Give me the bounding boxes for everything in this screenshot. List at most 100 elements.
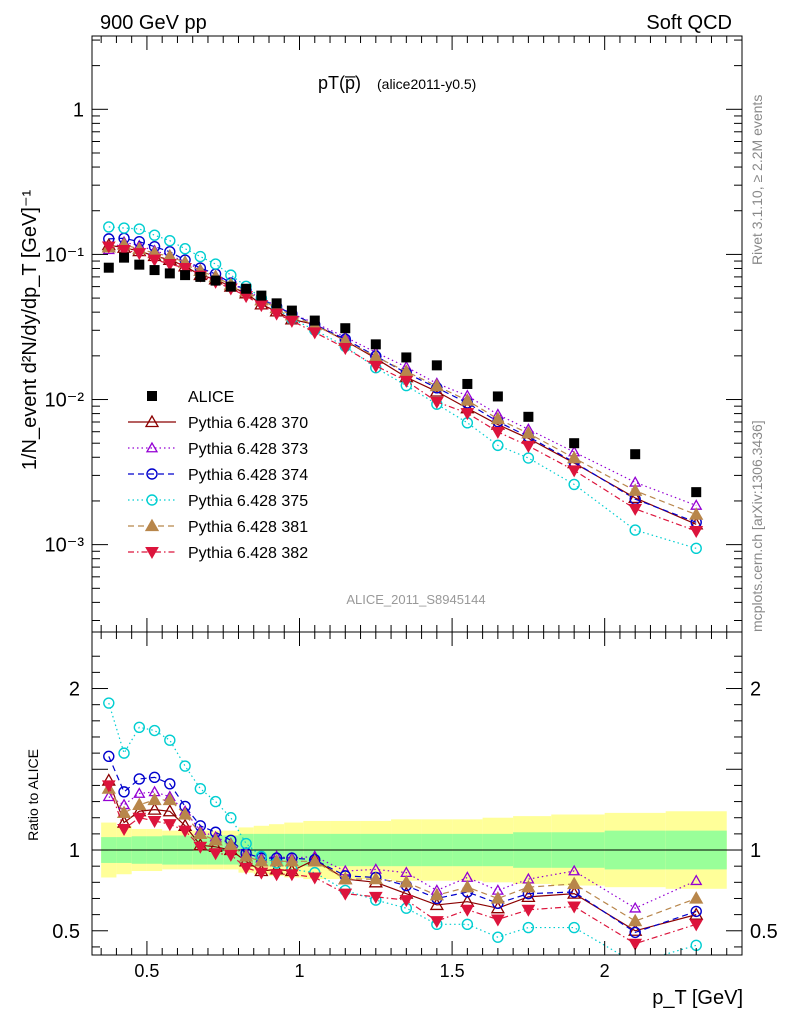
- ratio-point-0-23: [689, 907, 704, 920]
- data-point-13: [309, 315, 320, 326]
- main-y-tick-label-0: 1: [73, 99, 84, 121]
- ratio-point-3-8: [225, 812, 237, 824]
- data-point-5: [180, 270, 191, 281]
- ratio-point-2-0: [103, 750, 115, 763]
- main-point-5-2: [132, 248, 147, 261]
- ratio-y-tick-label-right-1: 1: [750, 840, 761, 862]
- data-point-19: [492, 391, 503, 402]
- ratio-point-5-21: [567, 901, 582, 914]
- main-y-axis-label: 1/N_event d²N/dy/dp_T [GeV]⁻¹: [19, 190, 41, 471]
- main-point-4-20: [521, 425, 536, 439]
- ratio-point-3-6: [194, 782, 207, 795]
- ratio-point-5-6: [193, 841, 208, 854]
- ratio-point-5-19: [491, 914, 505, 927]
- main-point-5-1: [117, 244, 131, 257]
- ratio-point-2-1: [118, 786, 130, 798]
- ratio-point-4-8: [223, 837, 238, 851]
- data-point-9: [241, 283, 252, 294]
- data-point-3: [149, 265, 160, 276]
- ratio-point-5-15: [368, 891, 383, 904]
- rivet-label: Rivet 3.1.10, ≥ 2.2M events: [749, 95, 765, 265]
- ratio-point-3-22: [630, 958, 640, 968]
- ratio-point-1-21: [568, 864, 581, 876]
- legend-label-0: Pythia 6.428 370: [188, 415, 308, 432]
- ratio-point-4-17: [429, 887, 444, 901]
- ratio-point-5-13: [307, 872, 322, 885]
- main-line-2: [108, 237, 697, 523]
- ratio-point-3-2: [133, 721, 146, 733]
- main-point-5-4: [162, 259, 177, 272]
- main-point-4-18: [460, 393, 475, 406]
- ratio-point-4-14: [338, 871, 353, 885]
- main-point-3-1: [118, 222, 130, 234]
- legend-marker-4: [144, 518, 160, 532]
- ratio-point-5-5: [178, 825, 192, 838]
- ratio-point-4-13: [307, 854, 322, 867]
- main-point-3-21: [568, 478, 580, 491]
- ratio-point-1-23: [690, 874, 703, 886]
- data-point-1: [119, 252, 130, 263]
- data-point-18: [462, 378, 473, 389]
- ratio-point-4-3: [147, 792, 162, 806]
- legend-marker-3: [146, 494, 158, 506]
- main-panel: [101, 221, 704, 555]
- data-point-22: [630, 449, 641, 460]
- ratio-point-0-20: [521, 889, 536, 903]
- ratio-point-3-9: [240, 837, 252, 850]
- ratio-point-4-9: [238, 849, 254, 862]
- main-point-3-2: [133, 223, 146, 235]
- header-energy: 900 GeV pp: [100, 12, 207, 34]
- data-point-8: [225, 281, 236, 292]
- main-point-4-23: [689, 507, 704, 520]
- ratio-point-5-4: [162, 819, 177, 832]
- ratio-point-2-3: [148, 771, 161, 784]
- ratio-point-4-18: [460, 879, 475, 893]
- main-point-3-20: [522, 452, 535, 464]
- ratio-point-1-2: [133, 787, 146, 798]
- ratio-y-axis-label: Ratio to ALICE: [25, 749, 41, 841]
- ratio-point-5-7: [208, 848, 223, 861]
- main-point-5-3: [147, 254, 162, 267]
- ratio-point-5-18: [460, 904, 475, 917]
- ratio-point-2-23: [690, 905, 702, 918]
- main-point-3-7: [209, 258, 222, 270]
- main-point-5-20: [521, 440, 536, 453]
- ratio-point-3-21: [568, 921, 580, 934]
- ratio-point-0-22: [628, 923, 643, 936]
- legend-marker-0: [144, 414, 160, 428]
- legend-label-1: Pythia 6.428 373: [188, 441, 308, 458]
- ratio-point-4-21: [567, 876, 582, 890]
- main-frame: [91, 35, 743, 633]
- ratio-point-5-12: [285, 869, 299, 882]
- analysis-id: ALICE_2011_S8945144: [346, 592, 485, 607]
- main-point-3-22: [629, 524, 641, 536]
- data-point-20: [523, 411, 534, 422]
- ratio-point-5-1: [117, 824, 131, 837]
- ratio-y-tick-label-0: 0.5: [52, 921, 80, 943]
- main-point-4-21: [567, 450, 582, 464]
- ratio-line-3: [108, 702, 697, 955]
- main-point-5-19: [491, 426, 505, 439]
- ratio-point-3-19: [492, 931, 504, 943]
- main-point-4-22: [628, 483, 643, 496]
- ratio-point-3-0: [103, 697, 115, 709]
- ratio-point-5-3: [147, 815, 162, 828]
- data-point-14: [340, 323, 351, 334]
- x-tick-label-2: 1.5: [440, 961, 465, 981]
- ratio-point-5-14: [338, 888, 353, 901]
- main-point-5-22: [628, 503, 643, 516]
- data-point-4: [164, 268, 175, 279]
- legend-label-4: Pythia 6.428 381: [188, 519, 308, 536]
- ratio-point-4-10: [254, 854, 269, 867]
- ratio-point-5-2: [132, 812, 147, 825]
- ratio-point-4-12: [284, 854, 300, 867]
- data-point-17: [431, 360, 442, 371]
- main-point-3-19: [492, 439, 504, 452]
- main-y-tick-label-1: 10⁻¹: [45, 244, 85, 266]
- main-y-tick-label-3: 10⁻³: [45, 535, 85, 557]
- data-point-2: [134, 259, 145, 270]
- legend-marker-1: [145, 441, 159, 453]
- plot-subtitle: (alice2011-y0.5): [377, 76, 476, 92]
